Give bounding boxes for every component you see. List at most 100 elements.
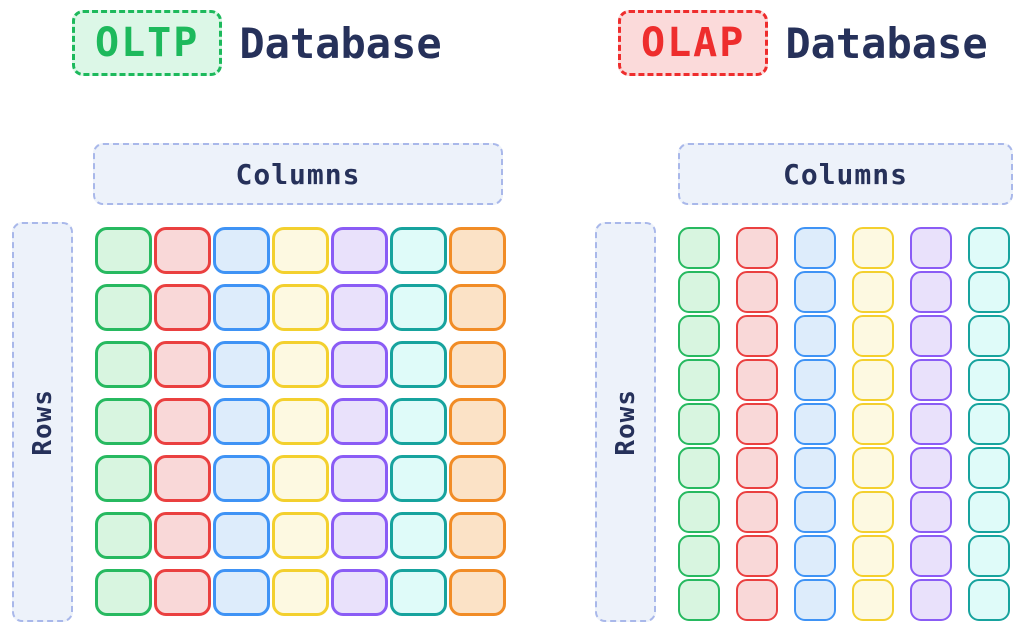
grid-cell-yellow [852,535,894,577]
grid-cell-green [95,569,152,616]
grid-cell-teal [968,535,1010,577]
grid-cell-red [736,535,778,577]
grid-cell-purple [910,227,952,269]
grid-cell-blue [213,455,270,502]
grid-cell-orange [449,398,506,445]
grid-cell-red [154,341,211,388]
olap-column-store-grid [678,227,1010,621]
grid-cell-yellow [852,579,894,621]
oltp-row-store-grid [95,227,506,616]
grid-cell-blue [213,569,270,616]
grid-cell-red [736,315,778,357]
grid-cell-teal [968,359,1010,401]
grid-cell-yellow [852,359,894,401]
grid-cell-yellow [852,315,894,357]
grid-cell-red [736,447,778,489]
grid-cell-orange [449,227,506,274]
grid-cell-green [95,284,152,331]
grid-cell-blue [213,512,270,559]
grid-cell-yellow [852,403,894,445]
oltp-columns-label-box: Columns [93,143,503,205]
grid-cell-teal [390,512,447,559]
grid-cell-green [678,579,720,621]
oltp-badge: OLTP [72,10,223,76]
grid-cell-green [678,403,720,445]
grid-cell-purple [331,455,388,502]
grid-cell-yellow [272,227,329,274]
grid-cell-purple [331,284,388,331]
grid-cell-yellow [852,227,894,269]
grid-cell-yellow [272,341,329,388]
grid-cell-green [678,227,720,269]
grid-cell-red [736,271,778,313]
grid-cell-blue [794,315,836,357]
grid-cell-yellow [272,512,329,559]
grid-cell-blue [213,341,270,388]
grid-cell-red [736,359,778,401]
grid-cell-teal [390,227,447,274]
grid-cell-green [678,271,720,313]
grid-cell-purple [910,579,952,621]
grid-cell-orange [449,569,506,616]
grid-cell-red [736,403,778,445]
grid-cell-orange [449,341,506,388]
grid-cell-red [154,227,211,274]
grid-cell-green [678,535,720,577]
grid-cell-blue [794,271,836,313]
grid-cell-teal [390,569,447,616]
olap-columns-label-box: Columns [678,143,1013,205]
grid-cell-purple [910,359,952,401]
grid-cell-purple [331,398,388,445]
grid-cell-red [736,491,778,533]
grid-cell-teal [390,284,447,331]
oltp-columns-label: Columns [235,157,361,191]
grid-cell-purple [910,447,952,489]
grid-cell-teal [968,491,1010,533]
grid-cell-blue [213,227,270,274]
olap-rows-label: Rows [610,388,641,456]
grid-cell-purple [910,271,952,313]
grid-cell-green [95,455,152,502]
grid-cell-purple [910,535,952,577]
grid-cell-green [95,398,152,445]
grid-cell-green [678,315,720,357]
grid-cell-red [154,455,211,502]
olap-title: OLAP Database [618,8,988,78]
grid-cell-yellow [852,271,894,313]
grid-cell-purple [910,491,952,533]
grid-cell-yellow [852,447,894,489]
olap-rows-label-box: Rows [595,222,656,622]
grid-cell-purple [910,403,952,445]
grid-cell-purple [331,227,388,274]
grid-cell-red [154,398,211,445]
grid-cell-teal [968,579,1010,621]
grid-cell-orange [449,284,506,331]
grid-cell-yellow [852,491,894,533]
grid-cell-teal [968,403,1010,445]
oltp-rows-label: Rows [27,388,58,456]
grid-cell-blue [794,227,836,269]
grid-cell-teal [390,455,447,502]
grid-cell-teal [390,398,447,445]
grid-cell-blue [213,284,270,331]
grid-cell-blue [794,579,836,621]
grid-cell-yellow [272,284,329,331]
grid-cell-green [678,447,720,489]
grid-cell-teal [968,315,1010,357]
grid-cell-teal [968,447,1010,489]
oltp-rows-label-box: Rows [12,222,73,622]
grid-cell-blue [794,403,836,445]
olap-title-text: Database [785,18,988,68]
grid-cell-blue [794,359,836,401]
oltp-title: OLTP Database [72,8,442,78]
grid-cell-yellow [272,455,329,502]
grid-cell-purple [331,341,388,388]
grid-cell-teal [968,271,1010,313]
grid-cell-green [95,512,152,559]
grid-cell-orange [449,512,506,559]
grid-cell-yellow [272,398,329,445]
grid-cell-red [736,579,778,621]
olap-columns-label: Columns [782,157,908,191]
grid-cell-orange [449,455,506,502]
